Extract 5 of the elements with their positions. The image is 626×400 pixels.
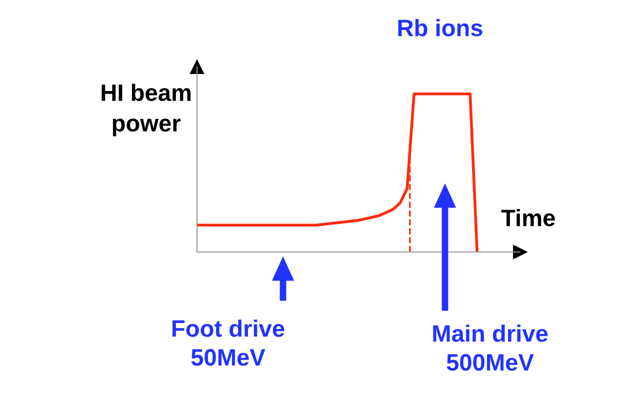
text: Foot drive 50MeV: [172, 320, 284, 366]
text: Main drive 500MeV: [433, 324, 548, 371]
y-axis-title: HI beam power: [102, 84, 191, 136]
x-axis-title: Time: [501, 208, 555, 226]
chart-title: Rb ions: [398, 18, 482, 36]
